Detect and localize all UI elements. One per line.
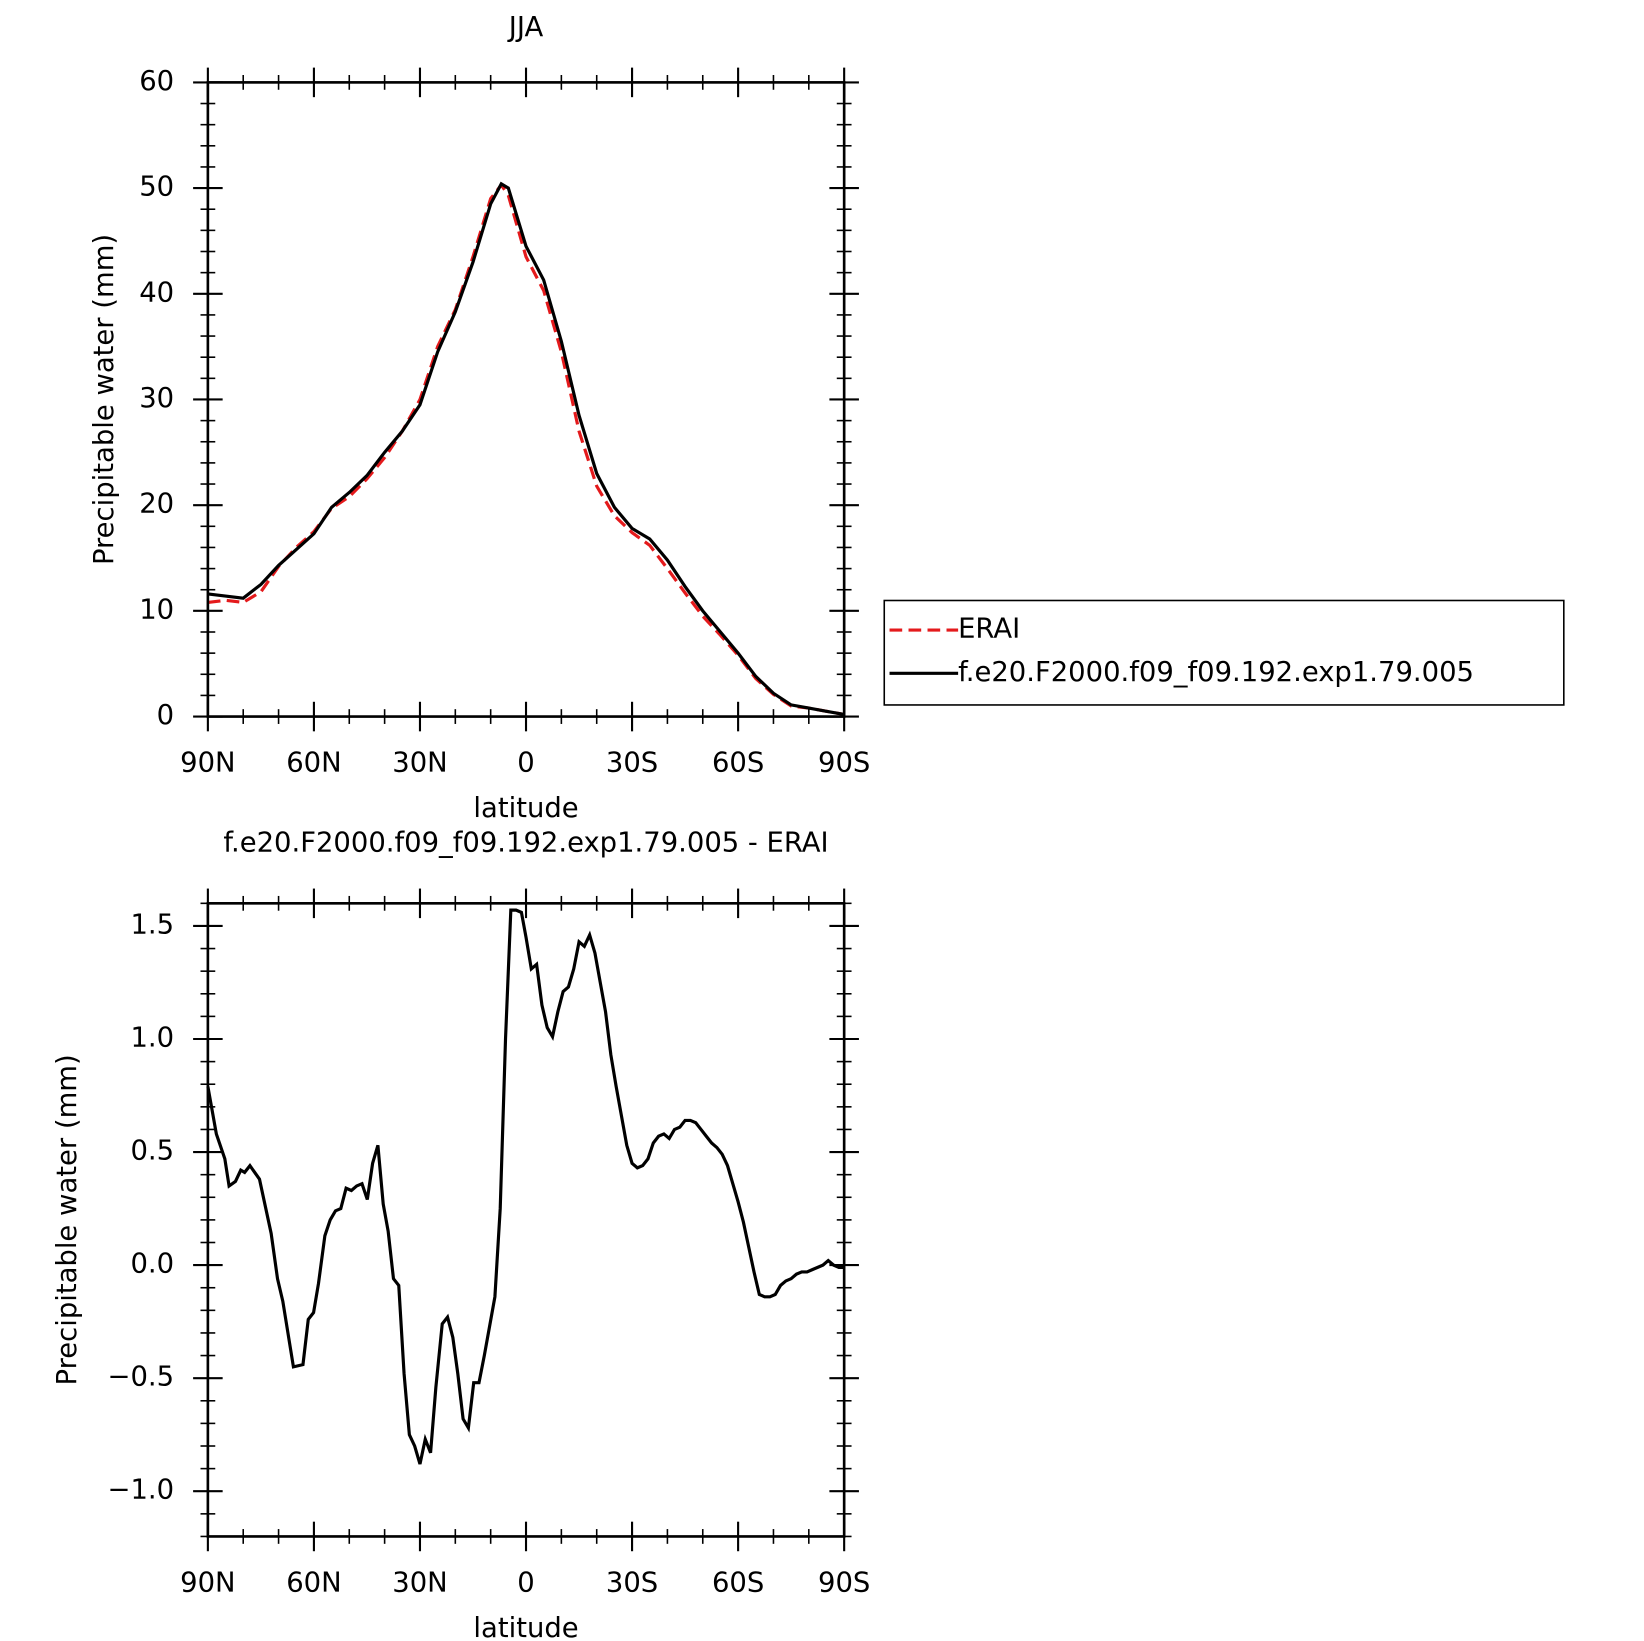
y-tick-label: 30 — [139, 383, 174, 414]
y-tick-label: 0 — [157, 700, 174, 731]
x-tick-label: 90S — [818, 1567, 870, 1598]
data-line — [207, 182, 845, 717]
x-tick-label: 60S — [712, 1567, 764, 1598]
y-tick-label: 0.0 — [130, 1249, 174, 1280]
plot-frame — [206, 902, 846, 1538]
y-tick-label: −0.5 — [108, 1362, 175, 1393]
x-axis-label: latitude — [473, 793, 578, 824]
chart-title: JJA — [507, 12, 544, 43]
x-tick-label: 90N — [180, 748, 235, 779]
y-tick-label: 1.5 — [130, 909, 174, 940]
y-tick-label: 50 — [139, 172, 174, 203]
x-tick-label: 30S — [606, 748, 658, 779]
y-axis-label: Precipitable water (mm) — [89, 234, 120, 565]
chart-title: f.e20.F2000.f09_f09.192.exp1.79.005 - ER… — [223, 828, 828, 859]
x-tick-label: 60N — [286, 748, 341, 779]
data-line — [207, 181, 845, 717]
legend-label: f.e20.F2000.f09_f09.192.exp1.79.005 — [958, 657, 1474, 688]
legend-box — [883, 599, 1565, 706]
x-tick-label: 90N — [180, 1567, 235, 1598]
legend-label: ERAI — [958, 614, 1020, 645]
x-tick-label: 30N — [392, 1567, 447, 1598]
x-tick-label: 60N — [286, 1567, 341, 1598]
y-tick-label: 1.0 — [130, 1023, 174, 1054]
y-axis-label: Precipitable water (mm) — [52, 1054, 83, 1385]
y-tick-label: −1.0 — [108, 1475, 175, 1506]
y-tick-label: 60 — [139, 66, 174, 97]
plot-frame — [206, 81, 846, 718]
x-tick-label: 30N — [392, 748, 447, 779]
x-tick-label: 30S — [606, 1567, 658, 1598]
y-tick-label: 0.5 — [130, 1136, 174, 1167]
y-tick-label: 20 — [139, 489, 174, 520]
x-tick-label: 90S — [818, 748, 870, 779]
x-tick-label: 0 — [517, 1567, 534, 1598]
plot — [207, 181, 845, 717]
y-tick-label: 10 — [139, 594, 174, 625]
y-tick-label: 40 — [139, 277, 174, 308]
x-axis-label: latitude — [473, 1613, 578, 1641]
plot — [206, 908, 845, 1465]
x-tick-label: 60S — [712, 748, 764, 779]
data-line — [206, 908, 845, 1465]
x-tick-label: 0 — [517, 748, 534, 779]
